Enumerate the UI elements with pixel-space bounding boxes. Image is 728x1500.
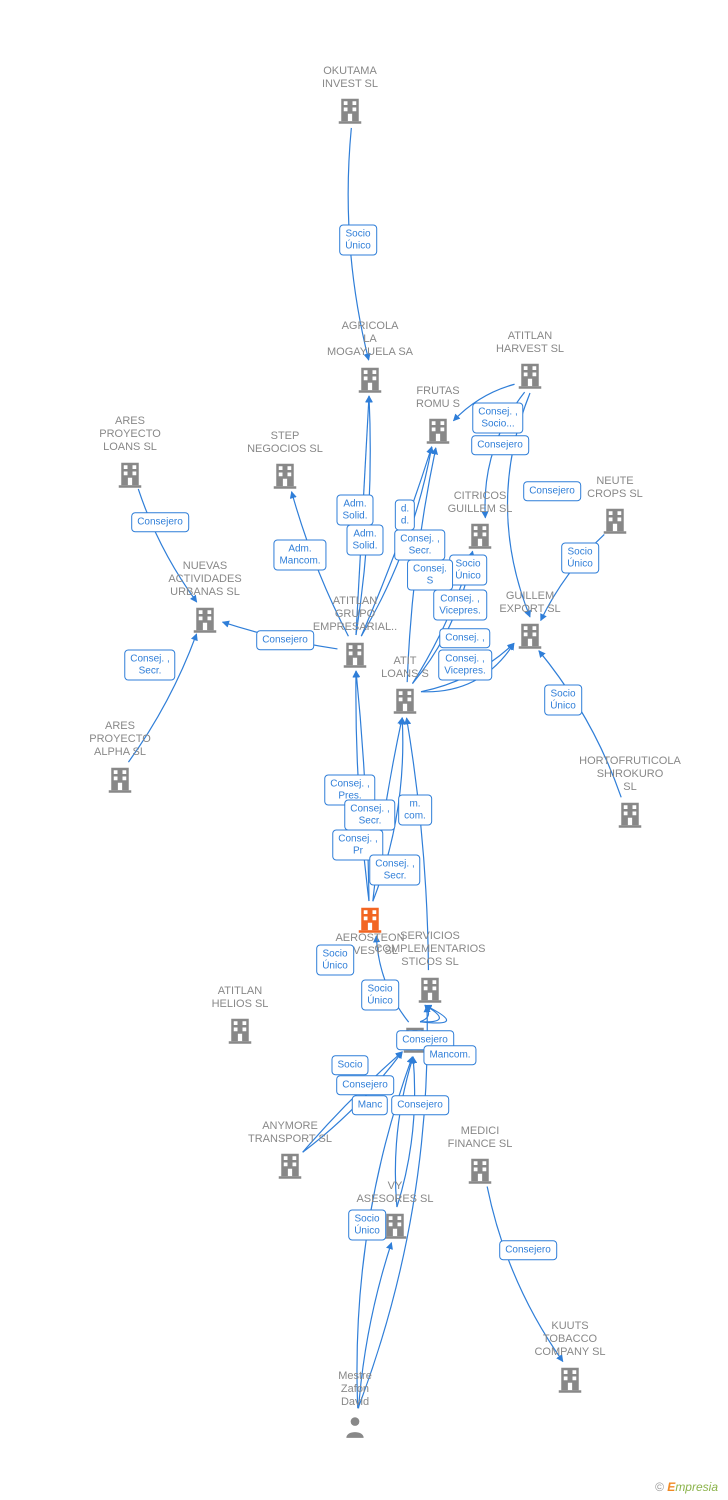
edge xyxy=(356,396,369,635)
brand-rest: mpresia xyxy=(675,1480,718,1494)
edge xyxy=(397,1057,415,1207)
copyright-symbol: © xyxy=(655,1480,664,1494)
edge xyxy=(508,393,531,617)
attribution: © Empresia xyxy=(655,1480,718,1494)
edge xyxy=(373,718,403,901)
edge xyxy=(407,718,429,970)
edge xyxy=(453,384,514,421)
edge xyxy=(356,671,369,901)
edge xyxy=(223,622,338,649)
edge xyxy=(359,1243,392,1409)
edge xyxy=(541,534,605,620)
edge xyxy=(292,492,349,636)
edge xyxy=(357,1057,412,1408)
edge xyxy=(361,447,431,636)
edge xyxy=(376,936,408,1022)
edge xyxy=(128,634,196,762)
edge xyxy=(358,1006,427,1409)
network-canvas xyxy=(0,0,728,1500)
edge xyxy=(348,128,369,360)
edge xyxy=(539,651,621,798)
edge xyxy=(138,489,196,602)
edge xyxy=(421,643,514,692)
edge xyxy=(485,392,525,518)
edge xyxy=(361,447,431,636)
edge xyxy=(412,551,472,683)
edge xyxy=(412,551,472,683)
edge xyxy=(487,1187,563,1362)
edge xyxy=(407,448,436,682)
